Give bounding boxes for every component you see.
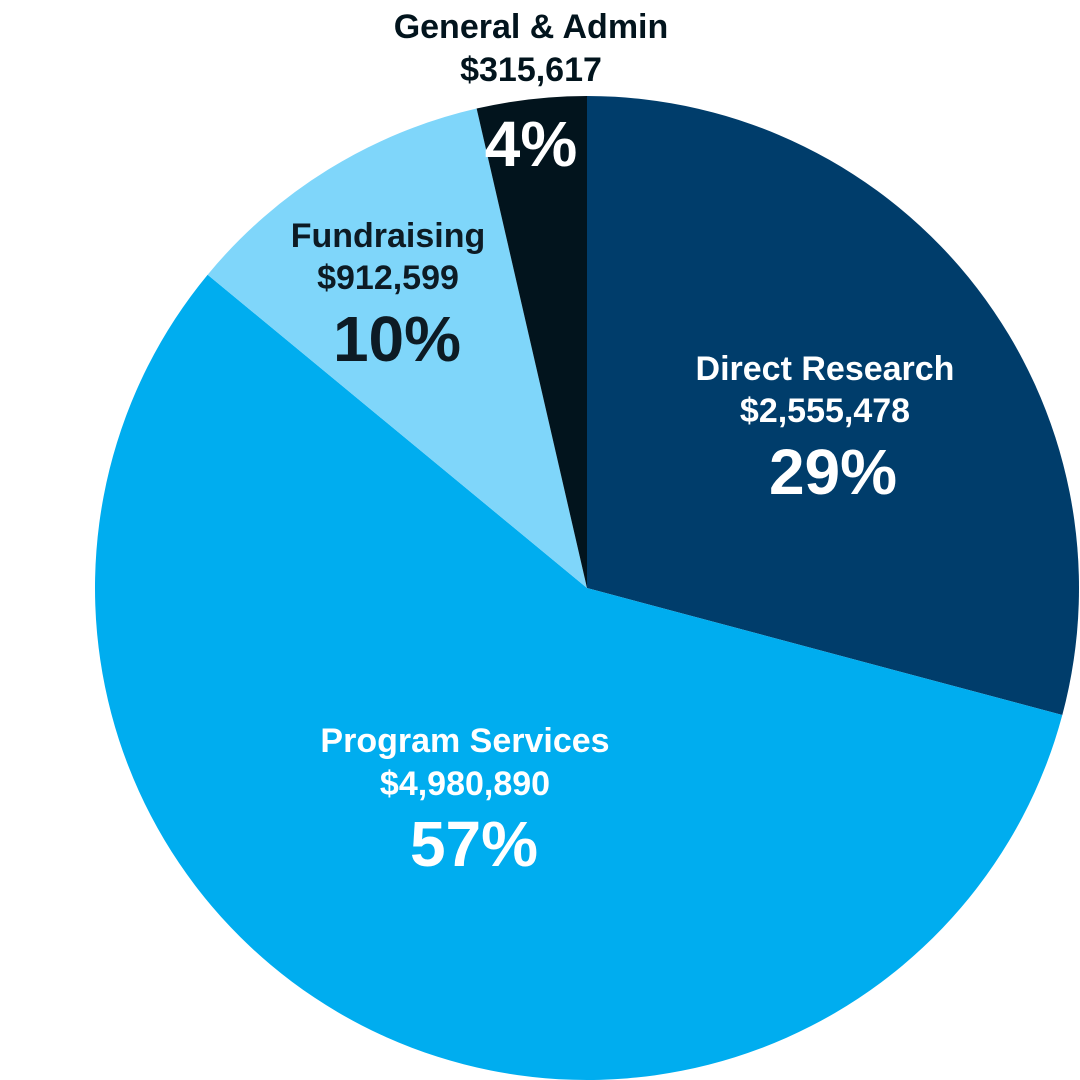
- slice-label-program-services: Program Services: [320, 722, 609, 760]
- slice-percent-program-services: 57%: [410, 808, 538, 880]
- pie-labels: Direct Research $2,555,478 29% Program S…: [291, 8, 955, 880]
- slice-label-direct-research: Direct Research: [696, 350, 955, 388]
- slice-percent-direct-research: 29%: [769, 436, 897, 508]
- slice-amount-fundraising: $912,599: [317, 259, 459, 297]
- slice-percent-general-admin: 4%: [485, 108, 578, 180]
- slice-amount-direct-research: $2,555,478: [740, 392, 910, 430]
- slice-direct-research: [587, 96, 1079, 716]
- slice-program-services: [95, 274, 1063, 1080]
- pie-slices: [95, 96, 1079, 1080]
- slice-amount-program-services: $4,980,890: [380, 765, 550, 803]
- slice-label-fundraising: Fundraising: [291, 217, 486, 255]
- slice-fundraising: [207, 108, 587, 589]
- slice-label-general-admin: General & Admin: [394, 8, 669, 46]
- slice-general-admin: [476, 96, 587, 588]
- slice-percent-fundraising: 10%: [333, 303, 461, 375]
- slice-amount-general-admin: $315,617: [460, 51, 602, 89]
